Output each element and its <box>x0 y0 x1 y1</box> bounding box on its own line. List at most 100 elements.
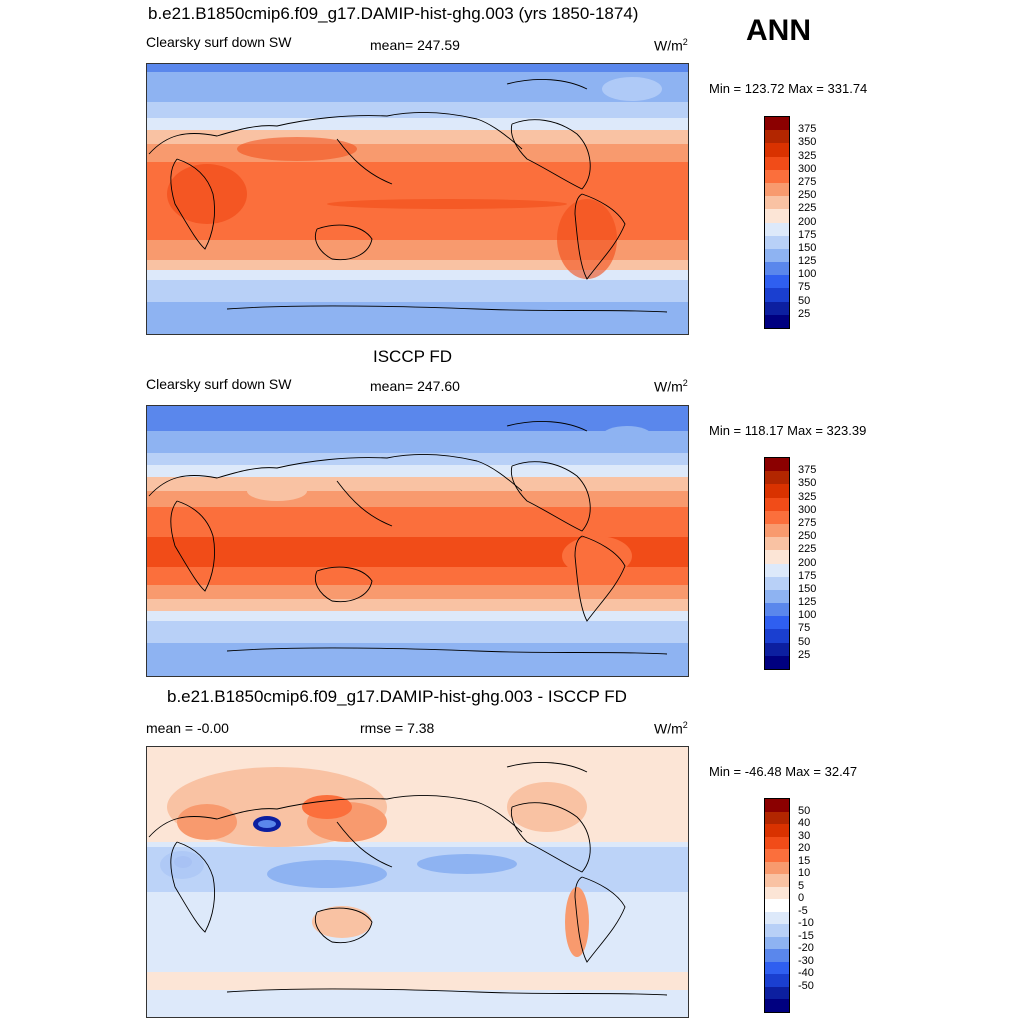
colorbar-segment <box>765 861 789 875</box>
colorbar-tick-label: 200 <box>798 556 817 569</box>
colorbar-segment <box>765 182 789 197</box>
colorbar-tick-label: 375 <box>798 464 817 477</box>
colorbar-segment <box>765 471 789 485</box>
colorbar-tick-label: 0 <box>798 892 805 905</box>
colorbar-segment <box>765 911 789 925</box>
colorbar-tick-label: 225 <box>798 202 817 215</box>
colorbar-segment <box>765 886 789 900</box>
colorbar-segment <box>765 824 789 837</box>
colorbar-segment <box>765 961 789 975</box>
colorbar-tick-label: 275 <box>798 175 817 188</box>
colorbar-tick-label: 125 <box>798 255 817 268</box>
colorbar-segment <box>765 510 789 524</box>
colorbar-segment <box>765 248 789 263</box>
panel3-mean: mean = -0.00 <box>146 720 229 736</box>
colorbar-segment <box>765 497 789 511</box>
colorbar-tick-label: 200 <box>798 215 817 228</box>
colorbar-segment <box>765 616 789 630</box>
panel1-map <box>146 63 689 335</box>
panel2-coastlines <box>148 420 668 655</box>
colorbar-segment <box>765 262 789 276</box>
colorbar-tick-label: 40 <box>798 817 811 830</box>
colorbar-segment <box>765 550 789 564</box>
colorbar-tick-label: -20 <box>798 942 814 955</box>
colorbar-tick-label: 100 <box>798 609 817 622</box>
colorbar-segment <box>765 999 789 1012</box>
colorbar-tick-label: 50 <box>798 635 811 648</box>
colorbar-tick-label: 20 <box>798 842 811 855</box>
colorbar-segment <box>765 235 789 249</box>
colorbar-segment <box>765 799 789 812</box>
panel1-variable: Clearsky surf down SW <box>146 34 292 50</box>
colorbar-segment <box>765 924 789 937</box>
colorbar-tick-label: 75 <box>798 281 811 294</box>
colorbar-tick-label: 275 <box>798 516 817 529</box>
panel1-mean: mean= 247.59 <box>370 37 460 53</box>
panel3-rmse: rmse = 7.38 <box>360 720 435 736</box>
colorbar-segment <box>765 143 789 157</box>
colorbar-segment <box>765 811 789 825</box>
colorbar-segment <box>765 642 789 656</box>
panel1-minmax: Min = 123.72 Max = 331.74 <box>709 81 868 96</box>
colorbar-segment <box>765 974 789 987</box>
colorbar-segment <box>765 849 789 862</box>
colorbar-segment <box>765 576 789 590</box>
colorbar-segment <box>765 874 789 887</box>
colorbar-tick-label: 50 <box>798 804 811 817</box>
colorbar-tick-label: 325 <box>798 490 817 503</box>
panel3-minmax: Min = -46.48 Max = 32.47 <box>709 764 858 779</box>
colorbar-tick-label: -5 <box>798 904 808 917</box>
colorbar-tick-label: -30 <box>798 954 814 967</box>
colorbar-segment <box>765 949 789 962</box>
panel2-minmax: Min = 118.17 Max = 323.39 <box>709 423 867 438</box>
panel2-mean: mean= 247.60 <box>370 378 460 394</box>
colorbar-tick-label: 25 <box>798 307 811 320</box>
colorbar-segment <box>765 458 789 472</box>
panel1-title: b.e21.B1850cmip6.f09_g17.DAMIP-hist-ghg.… <box>148 4 639 23</box>
panel2-map <box>146 405 689 677</box>
colorbar-tick-label: 375 <box>798 123 817 136</box>
colorbar-segment <box>765 117 789 131</box>
colorbar-segment <box>765 537 789 551</box>
colorbar-segment <box>765 655 789 669</box>
colorbar-tick-label: 350 <box>798 477 817 490</box>
colorbar-segment <box>765 156 789 170</box>
colorbar-segment <box>765 899 789 912</box>
panel2-colorbar <box>764 457 790 670</box>
colorbar-segment <box>765 288 789 302</box>
colorbar-tick-label: 25 <box>798 648 811 661</box>
panel2-title: ISCCP FD <box>373 347 453 366</box>
colorbar-tick-label: 5 <box>798 879 805 892</box>
colorbar-tick-label: 10 <box>798 867 811 880</box>
panel1-coastlines <box>148 78 668 313</box>
colorbar-tick-label: 15 <box>798 854 811 867</box>
colorbar-tick-label: -40 <box>798 967 814 980</box>
colorbar-segment <box>765 222 789 236</box>
colorbar-tick-label: 350 <box>798 136 817 149</box>
colorbar-segment <box>765 589 789 604</box>
colorbar-tick-label: 250 <box>798 530 817 543</box>
colorbar-tick-label: 150 <box>798 582 817 595</box>
panel3-units: W/m2 <box>654 720 688 737</box>
colorbar-tick-label: 300 <box>798 503 817 516</box>
panel3-map <box>146 746 689 1018</box>
colorbar-segment <box>765 314 789 328</box>
panel2-variable: Clearsky surf down SW <box>146 376 292 392</box>
colorbar-tick-label: 100 <box>798 268 817 281</box>
colorbar-tick-label: -15 <box>798 929 814 942</box>
colorbar-segment <box>765 836 789 850</box>
colorbar-tick-label: 30 <box>798 829 811 842</box>
colorbar-segment <box>765 484 789 498</box>
colorbar-tick-label: -10 <box>798 917 814 930</box>
colorbar-tick-label: 50 <box>798 294 811 307</box>
colorbar-segment <box>765 603 789 617</box>
panel2-units: W/m2 <box>654 378 688 395</box>
colorbar-tick-label: 75 <box>798 622 811 635</box>
colorbar-segment <box>765 523 789 538</box>
colorbar-segment <box>765 986 789 1000</box>
colorbar-segment <box>765 130 789 144</box>
colorbar-tick-label: 125 <box>798 596 817 609</box>
season-label: ANN <box>746 14 811 47</box>
colorbar-segment <box>765 275 789 289</box>
colorbar-tick-label: 250 <box>798 189 817 202</box>
